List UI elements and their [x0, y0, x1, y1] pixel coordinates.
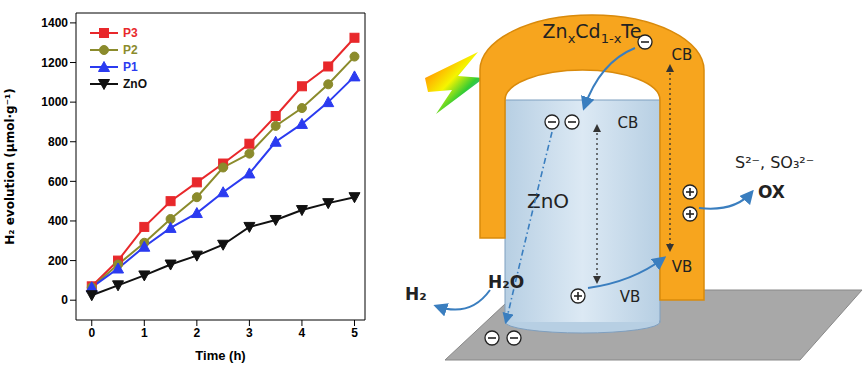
- svg-text:H₂ evolution (μmol·g⁻¹): H₂ evolution (μmol·g⁻¹): [3, 88, 17, 245]
- svg-text:Time (h): Time (h): [195, 348, 245, 363]
- svg-text:VB: VB: [672, 258, 693, 276]
- svg-text:ZnxCd1-xTe: ZnxCd1-xTe: [543, 20, 642, 46]
- svg-text:1200: 1200: [41, 56, 68, 70]
- html-text:ZnO: ZnO: [123, 76, 147, 91]
- html-text:P1: P1: [123, 59, 138, 74]
- svg-text:400: 400: [48, 214, 68, 228]
- svg-text:CB: CB: [672, 46, 693, 64]
- svg-text:H₂O: H₂O: [488, 272, 524, 292]
- svg-text:2: 2: [194, 326, 201, 340]
- svg-text:200: 200: [48, 254, 68, 268]
- svg-text:H₂: H₂: [405, 284, 427, 304]
- svg-text:0: 0: [88, 326, 95, 340]
- svg-text:CB: CB: [618, 114, 639, 132]
- svg-text:5: 5: [351, 326, 358, 340]
- svg-text:0: 0: [61, 293, 68, 307]
- svg-text:1000: 1000: [41, 95, 68, 109]
- svg-text:800: 800: [48, 135, 68, 149]
- svg-text:ZnO: ZnO: [527, 189, 569, 213]
- svg-text:3: 3: [246, 326, 253, 340]
- svg-text:OX: OX: [758, 182, 785, 202]
- svg-text:S²⁻, SO₃²⁻: S²⁻, SO₃²⁻: [735, 153, 814, 172]
- html-text:P3: P3: [123, 25, 138, 40]
- svg-text:4: 4: [299, 326, 306, 340]
- html-text:P2: P2: [123, 42, 138, 57]
- svg-text:1400: 1400: [41, 16, 68, 30]
- svg-text:VB: VB: [620, 288, 641, 306]
- svg-text:600: 600: [48, 175, 68, 189]
- svg-text:1: 1: [141, 326, 148, 340]
